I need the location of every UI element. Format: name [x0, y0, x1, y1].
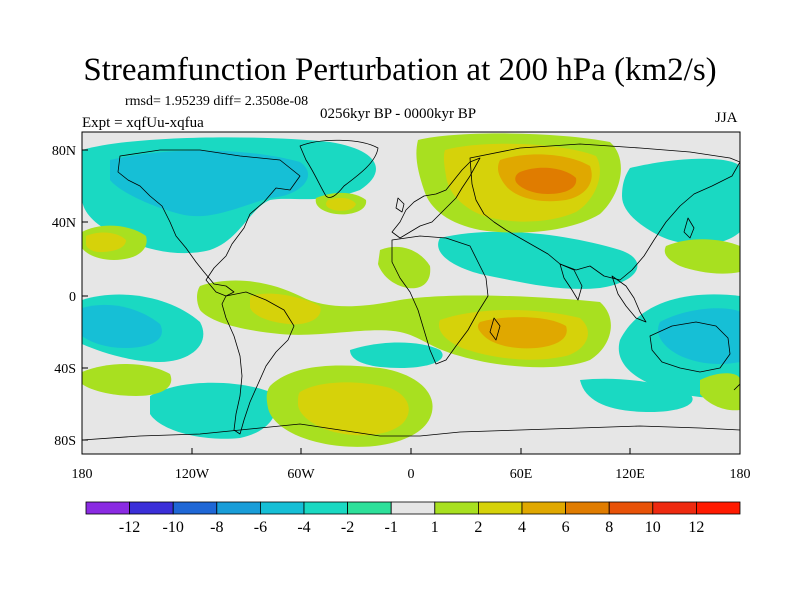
- colorbar-label: 12: [688, 519, 704, 536]
- colorbar-box: [303, 501, 348, 515]
- outline-antarctica: [82, 423, 740, 441]
- lat-label-80s: 80S: [54, 434, 76, 449]
- contour-region-south-atlantic: [350, 342, 443, 368]
- map-area: [82, 132, 740, 454]
- colorbar-box: [172, 501, 218, 515]
- outline-europe: [391, 157, 481, 239]
- colorbar-label: 1: [431, 519, 439, 536]
- contour-region-west-pacific-north-core: [86, 232, 126, 252]
- outline-australia: [649, 321, 731, 373]
- outline-uk: [395, 197, 405, 213]
- contour-region-asia: [438, 231, 638, 289]
- lat-axis: 80N 40N 0 40S 80S: [52, 144, 88, 449]
- colorbar-label: 4: [518, 519, 526, 536]
- lon-label-120w: 120W: [175, 467, 210, 482]
- plot-title: Streamfunction Perturbation at 200 hPa (…: [83, 52, 717, 88]
- stats-label: rmsd= 1.95239 diff= 2.3508e-08: [125, 94, 309, 109]
- colorbar-box: [477, 501, 523, 515]
- outline-north-america: [117, 149, 301, 297]
- colorbar-labels: -12 -10 -8 -6 -4 -2 -1 1 2 4 6 8 10 12: [119, 519, 704, 536]
- lon-axis: 180 120W 60W 0 60E 120E 180: [72, 448, 751, 482]
- lon-label-180w: 180: [72, 467, 93, 482]
- outline-south-america: [221, 291, 295, 435]
- contour-region-eastern-pacific-core: [82, 304, 162, 348]
- colorbar-box: [347, 501, 392, 515]
- contour-region-southern-africa-core: [477, 317, 567, 349]
- period-label: 0256kyr BP - 0000kyr BP: [320, 106, 477, 122]
- lon-label-60w: 60W: [287, 467, 315, 482]
- outline-greenland: [299, 139, 379, 198]
- colorbar-box: [434, 501, 479, 515]
- lon-label-0: 0: [408, 467, 415, 482]
- contour-region-east-pacific-south: [82, 363, 172, 396]
- colorbar-label: 10: [645, 519, 661, 536]
- lat-label-80n: 80N: [52, 144, 76, 159]
- colorbar-label: -10: [163, 519, 184, 536]
- contour-region-south-america-core: [298, 382, 409, 436]
- lon-label-180e: 180: [730, 467, 751, 482]
- colorbar-label: -12: [119, 519, 140, 536]
- outline-asia: [469, 143, 740, 281]
- colorbar: -12 -10 -8 -6 -4 -2 -1 1 2 4 6 8 10 12: [85, 501, 741, 536]
- colorbar-label: 6: [562, 519, 570, 536]
- contour-region-east-pacific-east: [700, 373, 740, 411]
- lon-label-60e: 60E: [510, 467, 533, 482]
- colorbar-label: -1: [385, 519, 398, 536]
- outline-southeast-asia: [611, 275, 647, 323]
- contour-region-north-pacific: [622, 158, 740, 245]
- outline-new-zealand: [733, 382, 740, 391]
- lat-label-0: 0: [69, 290, 76, 305]
- contour-region-south-pacific: [150, 382, 276, 439]
- outline-africa: [391, 235, 489, 365]
- continent-outlines: [82, 139, 740, 441]
- colorbar-box: [259, 501, 305, 515]
- colorbar-label: 2: [474, 519, 482, 536]
- contour-region-europe-peak: [515, 167, 577, 194]
- outline-india: [559, 263, 583, 301]
- colorbar-box: [390, 501, 436, 515]
- contour-region-north-america: [110, 150, 309, 217]
- colorbar-box: [129, 501, 174, 515]
- colorbar-boxes: [85, 501, 741, 515]
- outline-japan: [683, 217, 695, 239]
- contour-region-northwest-pacific: [664, 239, 740, 274]
- colorbar-label: 8: [605, 519, 613, 536]
- season-label: JJA: [715, 110, 738, 126]
- positive-anomaly-regions: [82, 133, 740, 447]
- colorbar-box: [565, 501, 610, 515]
- colorbar-box: [652, 501, 697, 515]
- colorbar-label: -6: [254, 519, 267, 536]
- lon-label-120e: 120E: [615, 467, 645, 482]
- colorbar-label: -4: [297, 519, 310, 536]
- colorbar-label: -2: [341, 519, 354, 536]
- contour-region-atlantic-small-core: [326, 197, 356, 211]
- colorbar-label: -8: [210, 519, 223, 536]
- outline-madagascar: [489, 317, 501, 341]
- contour-region-australia-core: [658, 308, 740, 365]
- negative-anomaly-regions: [82, 137, 740, 439]
- contour-region-central-atlantic: [378, 246, 431, 289]
- colorbar-box: [216, 501, 261, 515]
- experiment-label: Expt = xqfUu-xqfua: [82, 115, 204, 131]
- lat-label-40n: 40N: [52, 216, 76, 231]
- colorbar-box: [696, 501, 741, 515]
- colorbar-box: [521, 501, 566, 515]
- colorbar-box: [85, 501, 130, 515]
- lat-label-40s: 40S: [54, 362, 76, 377]
- colorbar-box: [608, 501, 654, 515]
